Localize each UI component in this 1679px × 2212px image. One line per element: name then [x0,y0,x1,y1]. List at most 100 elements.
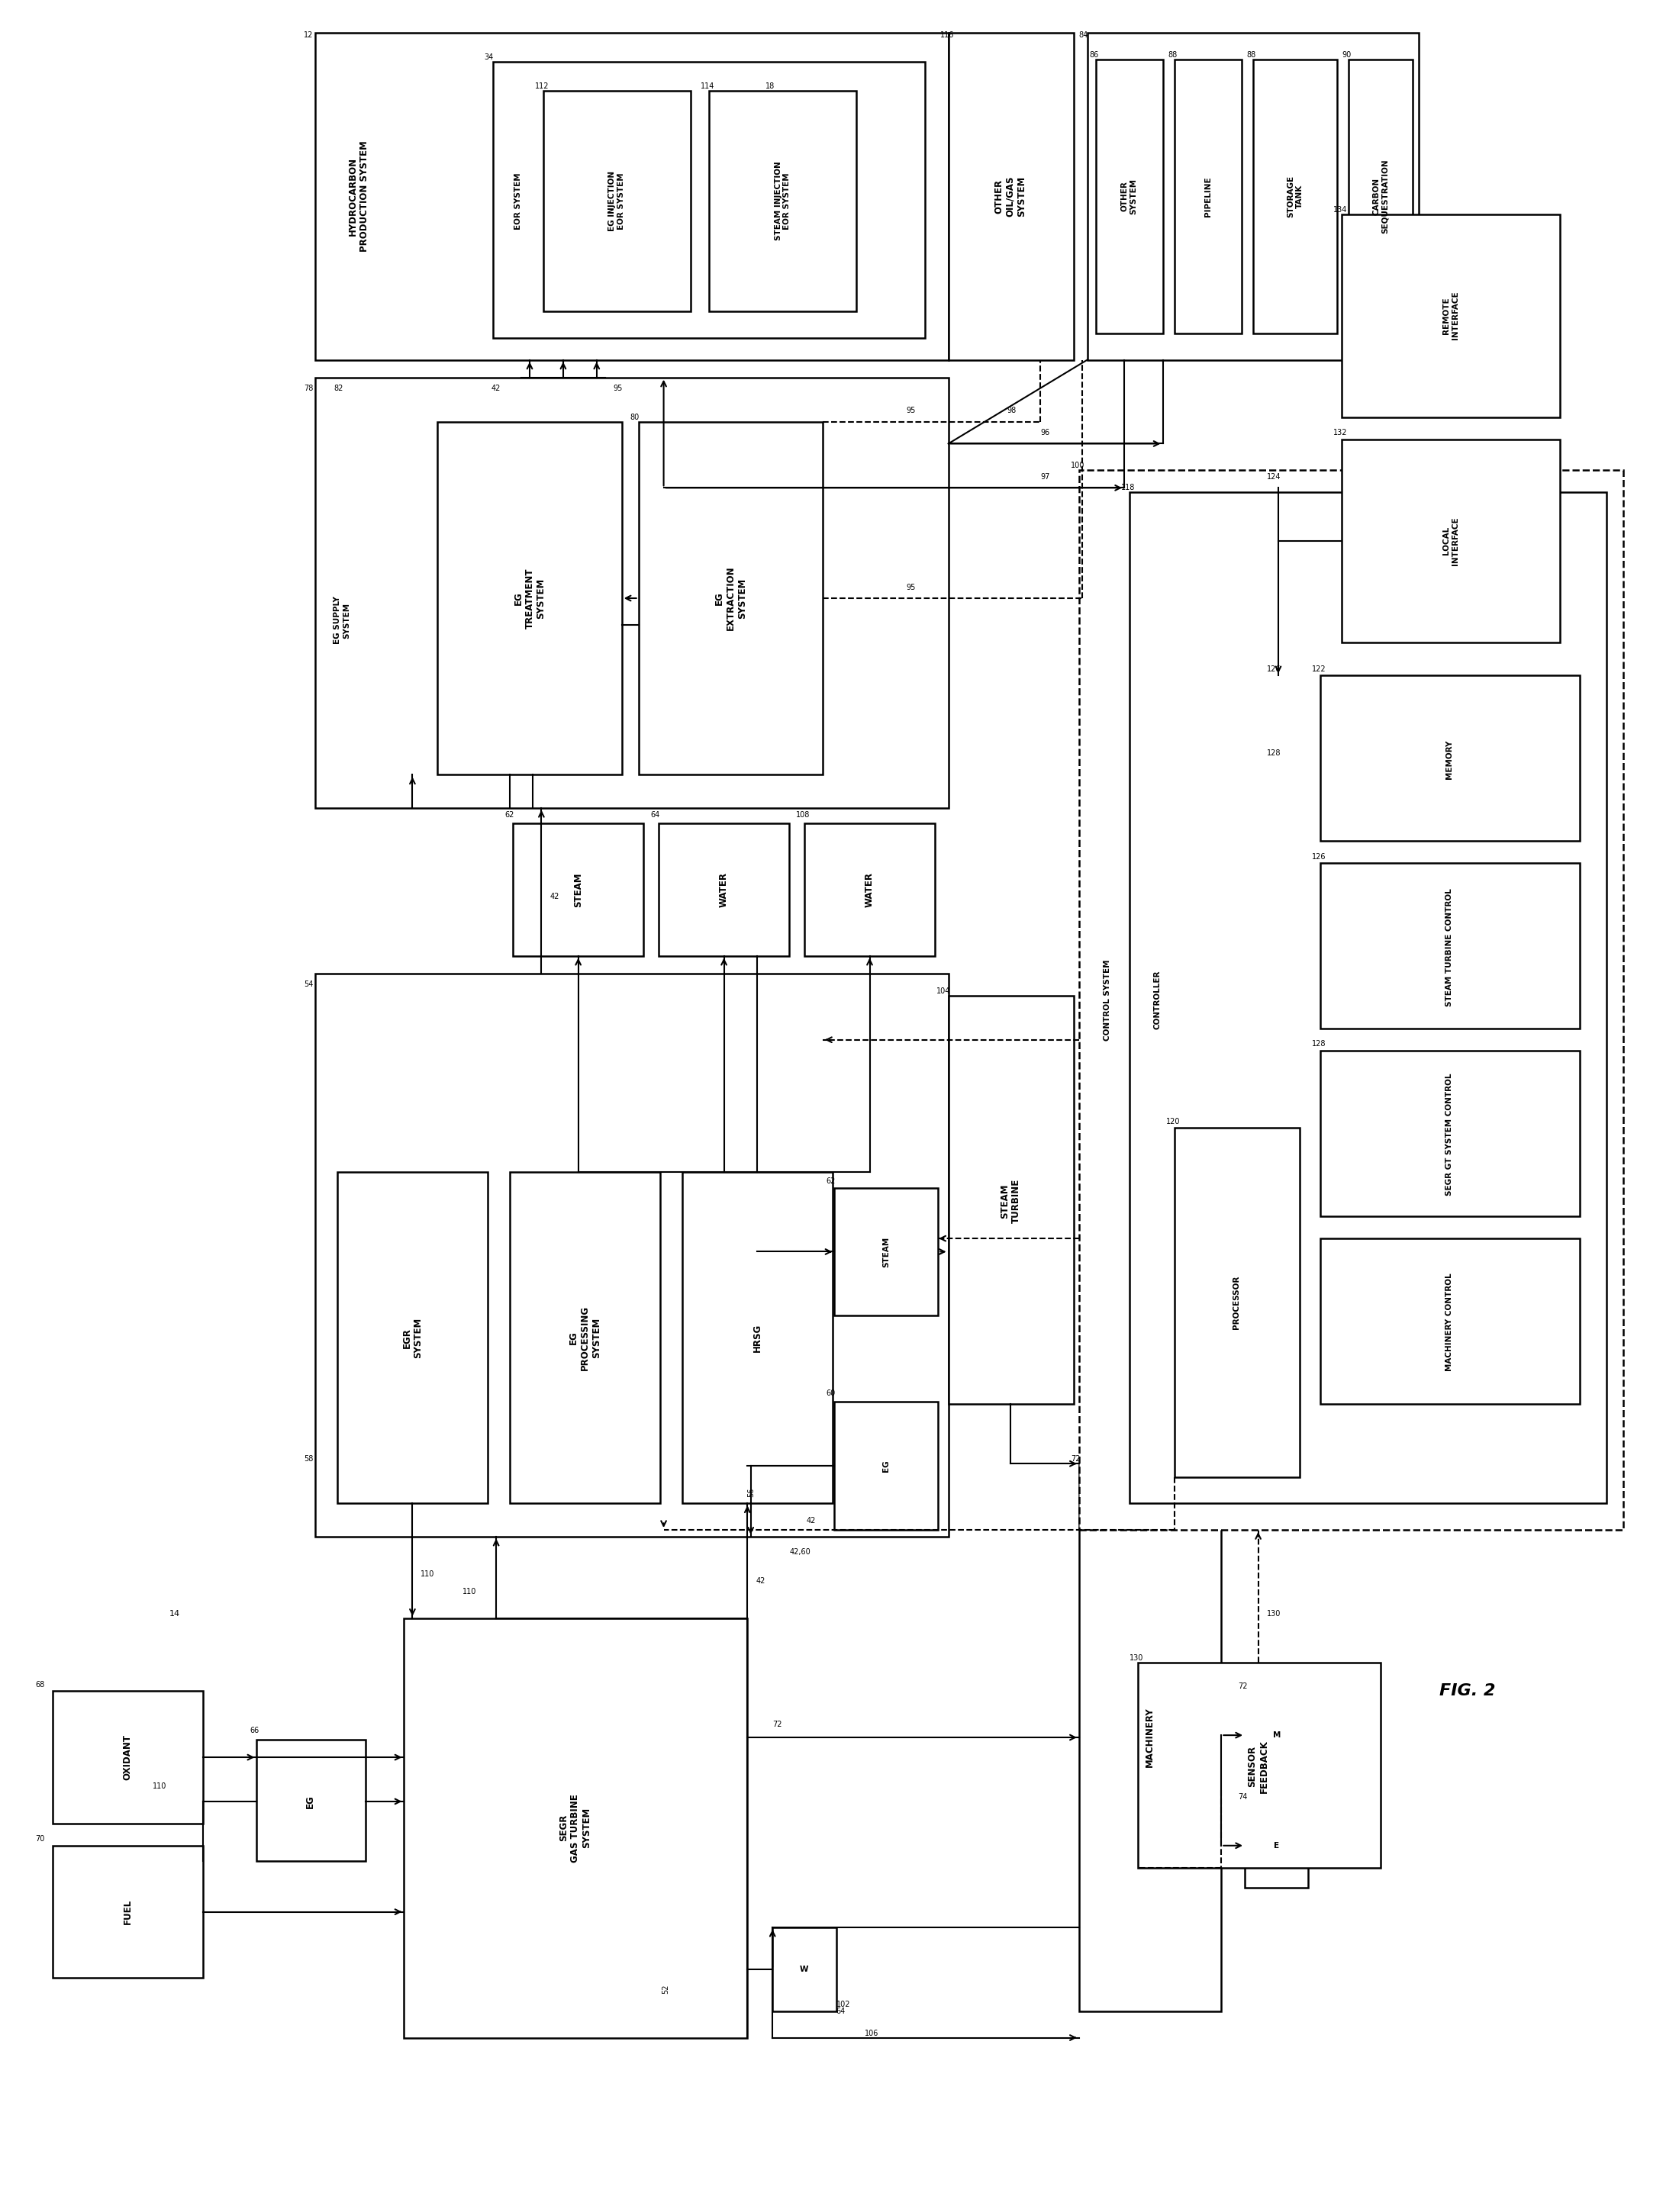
Bar [949,995,1075,1405]
Bar [1130,493,1607,1504]
Text: 114: 114 [700,82,715,91]
Text: 68: 68 [35,1681,45,1688]
Bar [709,91,856,312]
Bar [52,1690,203,1823]
Text: EG
PROCESSING
SYSTEM: EG PROCESSING SYSTEM [569,1305,601,1369]
Text: 58: 58 [304,1455,312,1462]
Text: 122: 122 [1311,666,1326,672]
Bar [1320,1239,1580,1405]
Text: FIG. 2: FIG. 2 [1439,1683,1496,1699]
Bar [1244,1692,1308,1776]
Text: 90: 90 [1342,51,1352,60]
Text: 104: 104 [937,987,950,995]
Bar [1080,1464,1221,2011]
Text: 120: 120 [1167,1117,1180,1126]
Text: 112: 112 [534,82,549,91]
Text: MACHINERY: MACHINERY [1145,1708,1153,1767]
Bar [316,378,949,807]
Text: 128: 128 [1266,750,1281,757]
Bar [405,1619,747,2037]
Bar [494,62,925,338]
Text: 130: 130 [1130,1655,1143,1661]
Text: 88: 88 [1246,51,1256,60]
Text: WATER: WATER [719,872,729,907]
Text: 118: 118 [1122,484,1135,491]
Text: 52: 52 [662,1984,670,1993]
Bar [512,823,643,956]
Text: EG INJECTION
EOR SYSTEM: EG INJECTION EOR SYSTEM [608,170,625,230]
Text: 88: 88 [1169,51,1177,60]
Text: 84: 84 [1080,31,1088,40]
Text: STEAM: STEAM [573,872,583,907]
Bar [1096,60,1164,334]
Text: 42: 42 [756,1577,766,1584]
Text: 64: 64 [836,2006,846,2015]
Text: 74: 74 [1237,1794,1247,1801]
Bar [1088,33,1419,361]
Bar [509,1172,660,1504]
Text: 72: 72 [1237,1683,1247,1690]
Bar [772,1927,836,2011]
Text: EG
TREATMENT
SYSTEM: EG TREATMENT SYSTEM [514,568,546,628]
Bar [1342,440,1560,641]
Bar [1174,1128,1300,1478]
Bar [1320,675,1580,841]
Text: 60: 60 [826,1389,836,1396]
Text: 42,60: 42,60 [789,1548,811,1555]
Text: EOR SYSTEM: EOR SYSTEM [514,173,522,230]
Bar [257,1739,366,1860]
Text: 72: 72 [772,1721,782,1728]
Text: CONTROLLER: CONTROLLER [1153,971,1162,1029]
Bar [1253,60,1336,334]
Bar [682,1172,833,1504]
Text: 18: 18 [766,82,776,91]
Text: STEAM INJECTION
EOR SYSTEM: STEAM INJECTION EOR SYSTEM [774,161,791,241]
Text: CARBON
SEQUESTRATION: CARBON SEQUESTRATION [1372,159,1389,234]
Text: 130: 130 [1266,1610,1281,1617]
Bar [337,1172,489,1504]
Text: 102: 102 [836,2000,850,2008]
Text: EGR
SYSTEM: EGR SYSTEM [401,1318,423,1358]
Text: 95: 95 [907,584,917,591]
Bar [316,973,949,1537]
Text: STEAM TURBINE CONTROL: STEAM TURBINE CONTROL [1446,887,1452,1006]
Text: 78: 78 [304,385,312,392]
Text: 42: 42 [806,1517,816,1524]
Text: FUEL: FUEL [123,1900,133,1924]
Text: 134: 134 [1333,206,1348,215]
Text: 12: 12 [304,31,312,40]
Text: CONTROL SYSTEM: CONTROL SYSTEM [1103,960,1111,1040]
Text: 62: 62 [826,1177,836,1186]
Text: OTHER
SYSTEM: OTHER SYSTEM [1122,179,1137,215]
Text: 126: 126 [1266,666,1281,672]
Text: 97: 97 [1041,473,1049,480]
Text: W: W [799,1966,809,1973]
Text: STORAGE
TANK: STORAGE TANK [1286,175,1303,217]
Text: 62: 62 [505,812,514,818]
Text: 110: 110 [421,1571,435,1577]
Bar [438,422,621,774]
Text: REMOTE
INTERFACE: REMOTE INTERFACE [1442,292,1459,341]
Text: SEGR
GAS TURBINE
SYSTEM: SEGR GAS TURBINE SYSTEM [559,1794,591,1863]
Text: 14: 14 [170,1610,180,1617]
Text: LOCAL
INTERFACE: LOCAL INTERFACE [1442,518,1459,564]
Text: 42: 42 [492,385,500,392]
Text: 56: 56 [747,1489,756,1498]
Text: EG SUPPLY
SYSTEM: EG SUPPLY SYSTEM [334,597,351,644]
Text: PIPELINE: PIPELINE [1204,177,1212,217]
Text: MEMORY: MEMORY [1446,739,1452,779]
Bar [949,33,1075,361]
Text: 80: 80 [630,414,640,420]
Bar [1320,1051,1580,1217]
Text: 82: 82 [334,385,343,392]
Text: STEAM: STEAM [883,1237,890,1267]
Text: 42: 42 [549,891,559,900]
Text: PROCESSOR: PROCESSOR [1232,1276,1241,1329]
Bar [834,1402,939,1531]
Text: 54: 54 [304,980,312,989]
Bar [1244,1803,1308,1887]
Bar [1348,60,1412,334]
Text: OXIDANT: OXIDANT [123,1734,133,1781]
Text: 128: 128 [1311,1040,1326,1048]
Text: EG: EG [306,1794,316,1807]
